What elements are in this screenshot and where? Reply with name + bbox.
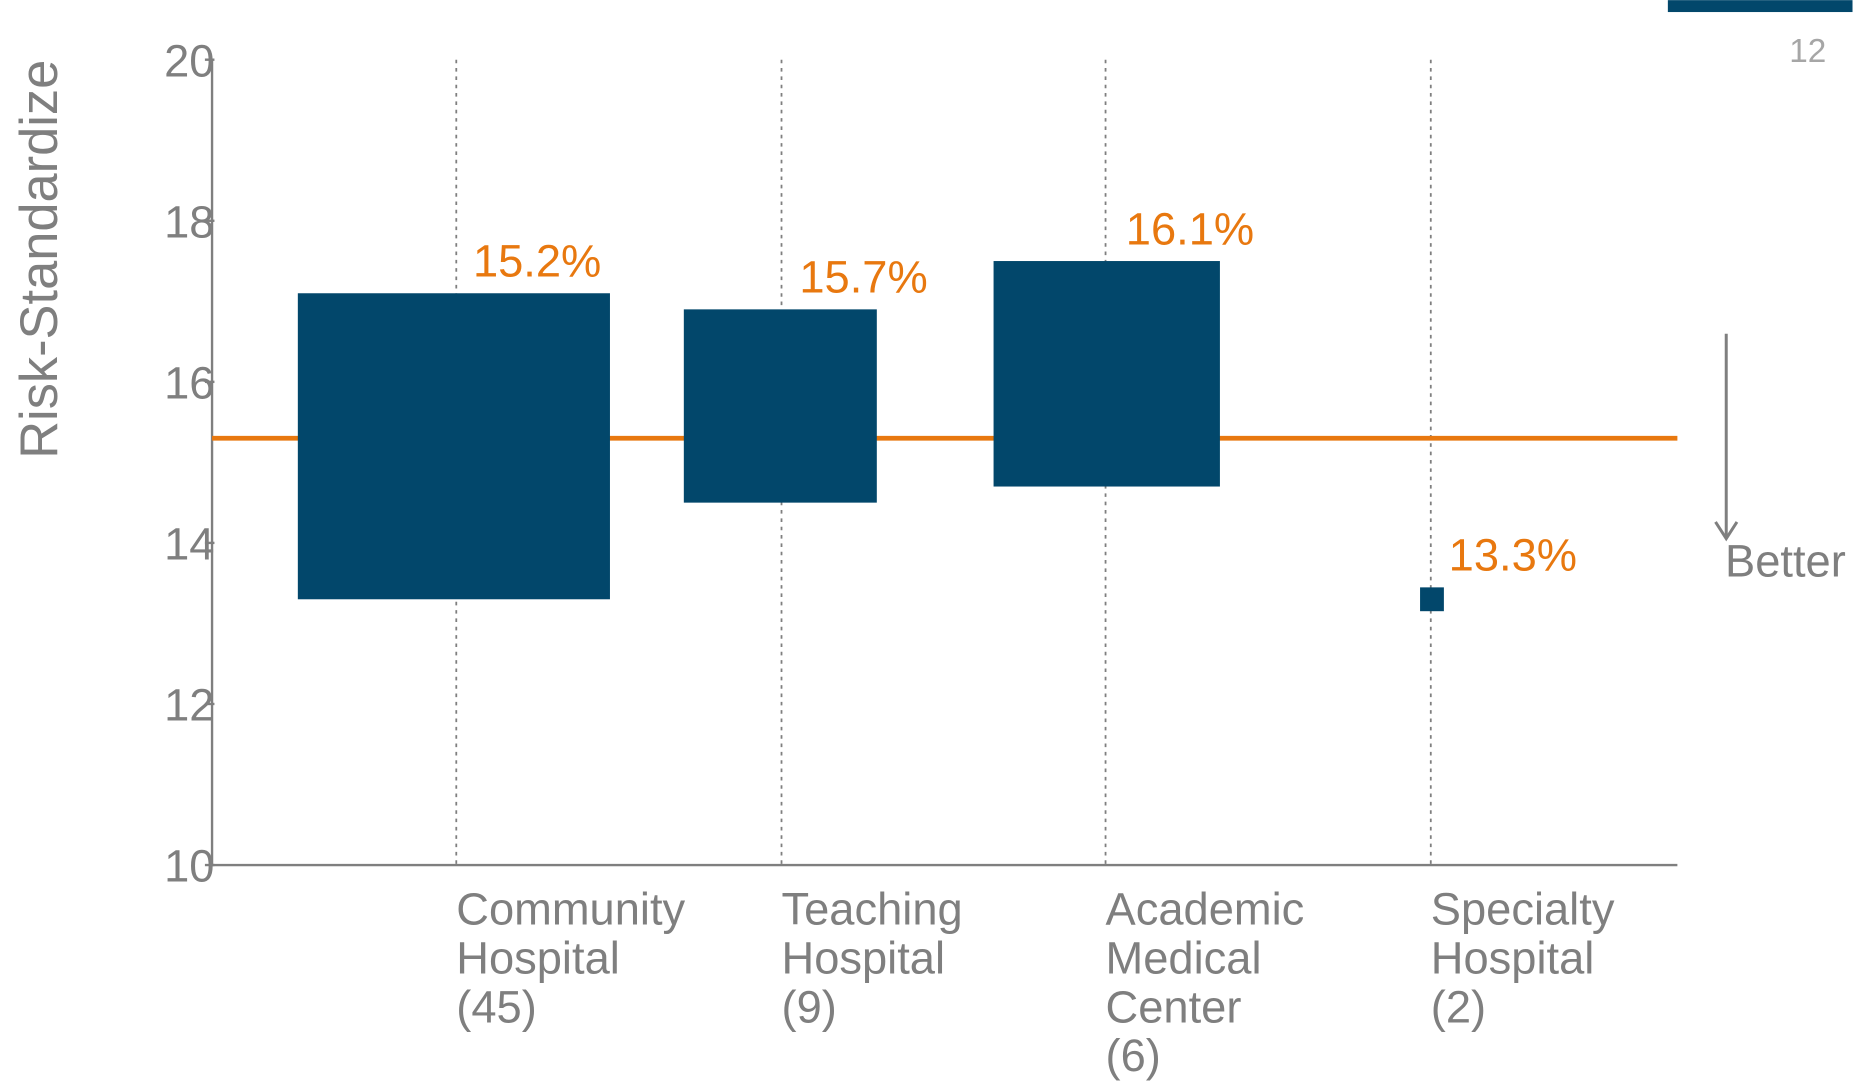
x-tick-label-line: Center (1106, 981, 1242, 1032)
page-number: 12 (1789, 33, 1826, 70)
y-tick-label: 12 (164, 680, 214, 731)
annotation: Better (1725, 536, 1846, 587)
x-tick-label-line: (6) (1106, 1030, 1161, 1081)
x-tick-label: Specialty Hospital (2) (1431, 884, 1615, 1033)
x-tick-label-line: Community (456, 884, 685, 935)
y-tick-label: 16 (164, 358, 214, 409)
x-tick-label-line: Academic (1106, 884, 1305, 935)
point-marker (1420, 587, 1444, 612)
range-bar (683, 309, 877, 503)
header-bar (1667, 0, 1853, 13)
y-tick-label: 18 (164, 196, 214, 247)
x-tick-label-line: Medical (1106, 932, 1262, 983)
data-label: 16.1% (1126, 203, 1254, 254)
x-tick-label-line: (45) (456, 981, 537, 1032)
x-tick-label: Community Hospital (45) (456, 884, 685, 1033)
x-tick-label-line: (9) (782, 981, 837, 1032)
x-tick-label-line: Hospital (1431, 932, 1595, 983)
y-tick-label: 10 (164, 841, 214, 892)
x-tick-label-line: (2) (1431, 981, 1486, 1032)
x-tick-label-line: Specialty (1431, 884, 1615, 935)
x-tick-label: Teaching Hospital (9) (782, 884, 963, 1033)
range-bar (297, 293, 610, 600)
y-axis-title: Risk-Standardize (11, 60, 69, 459)
x-tick-label-line: Hospital (456, 932, 620, 983)
data-label: 15.7% (799, 252, 927, 303)
x-tick-label: Academic Medical Center (6) (1106, 884, 1305, 1082)
data-label: 15.2% (473, 236, 601, 287)
data-label: 13.3% (1449, 530, 1577, 581)
range-bar (993, 261, 1220, 487)
y-tick-label: 20 (164, 35, 214, 86)
y-tick-label: 14 (164, 519, 214, 570)
better-arrow-head (1714, 521, 1739, 542)
x-tick-label-line: Hospital (782, 932, 946, 983)
x-tick-label-line: Teaching (782, 884, 963, 935)
